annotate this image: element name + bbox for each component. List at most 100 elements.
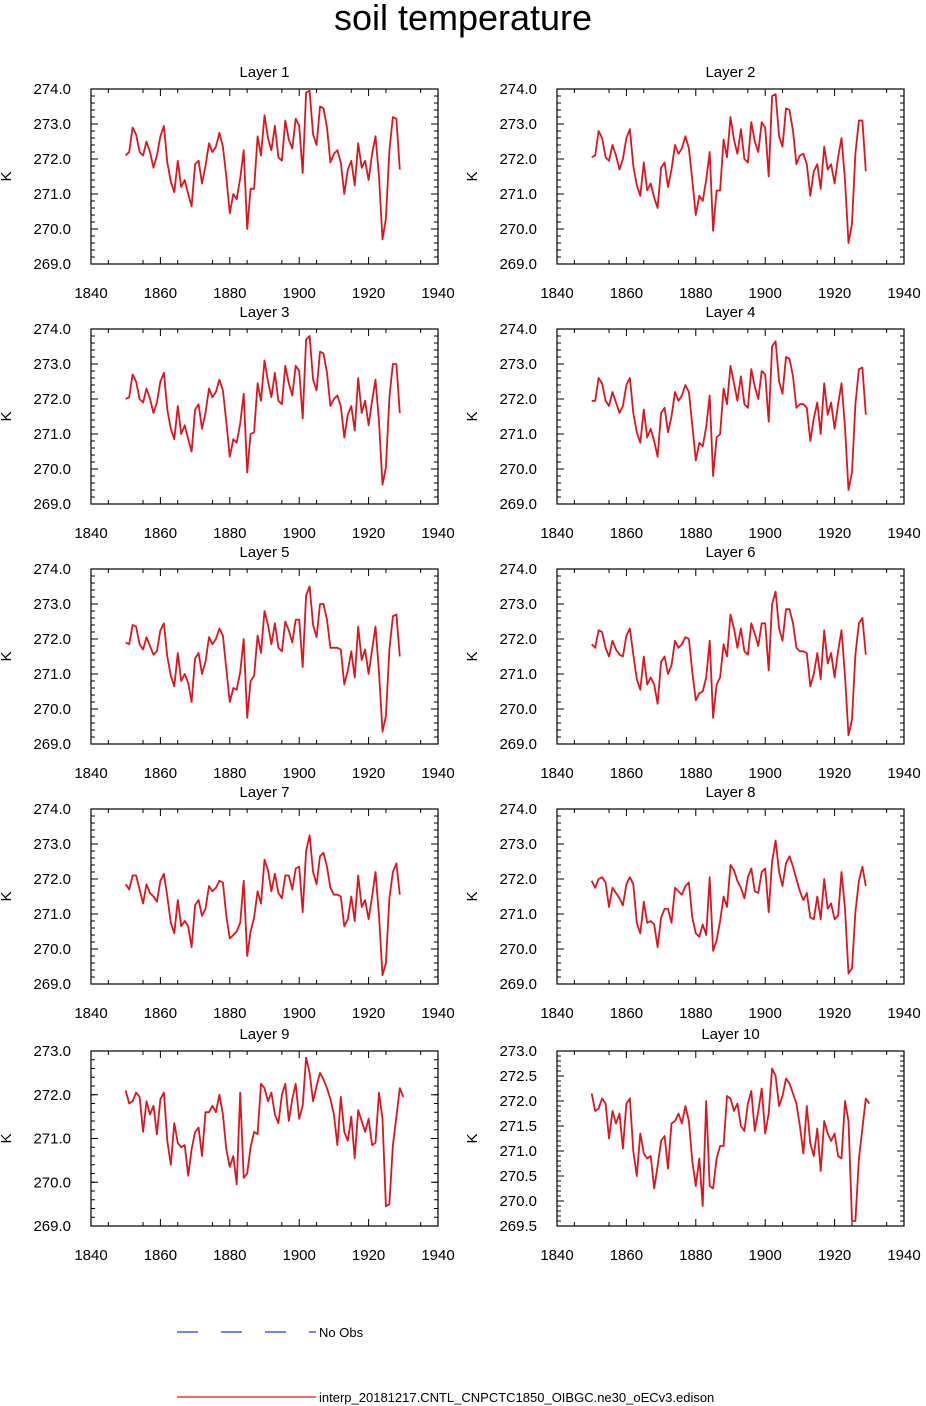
x-tick-label-layer-6: 1940	[887, 765, 920, 782]
y-tick-label-layer-9: 270.0	[33, 1174, 71, 1191]
panel-layer-3: Layer 3 K 1840 1860 1880 1900 1920 1940 269.0 270…	[0, 304, 455, 542]
x-tick-label-layer-10: 1920	[818, 1247, 851, 1264]
y-tick-label-layer-4: 269.0	[499, 496, 537, 513]
x-tick-label-layer-2: 1880	[679, 285, 712, 302]
x-tick-label-layer-6: 1840	[540, 765, 573, 782]
y-tick-label-layer-3: 271.0	[33, 426, 71, 443]
x-tick-label-layer-9: 1860	[144, 1247, 177, 1264]
x-tick-label-layer-6: 1920	[818, 765, 851, 782]
x-tick-label-layer-5: 1860	[144, 765, 177, 782]
panel-layer-8: Layer 8 K 1840 1860 1880 1900 1920 1940 269.0 270…	[464, 784, 921, 1022]
x-tick-label-layer-10: 1880	[679, 1247, 712, 1264]
x-tick-label-layer-1: 1940	[421, 285, 454, 302]
legend-entry-no-obs: No Obs	[177, 1325, 364, 1340]
y-tick-label-layer-9: 269.0	[33, 1218, 71, 1235]
y-tick-label-layer-10: 270.5	[499, 1168, 537, 1185]
x-tick-label-layer-2: 1860	[610, 285, 643, 302]
y-tick-label-layer-7: 273.0	[33, 836, 71, 853]
panel-layer-6: Layer 6 K 1840 1860 1880 1900 1920 1940 269.0 270…	[464, 544, 921, 782]
y-tick-label-layer-2: 270.0	[499, 221, 537, 238]
y-tick-label-layer-5: 273.0	[33, 596, 71, 613]
panel-layer-2: Layer 2 K 1840 1860 1880 1900 1920 1940 269.0 270…	[464, 64, 921, 302]
y-tick-label-layer-10: 272.5	[499, 1068, 537, 1085]
x-tick-label-layer-7: 1900	[283, 1005, 316, 1022]
y-tick-label-layer-1: 270.0	[33, 221, 71, 238]
x-tick-label-layer-8: 1920	[818, 1005, 851, 1022]
x-tick-label-layer-3: 1920	[352, 525, 385, 542]
x-tick-label-layer-2: 1840	[540, 285, 573, 302]
x-tick-label-layer-10: 1900	[749, 1247, 782, 1264]
x-tick-label-layer-3: 1900	[283, 525, 316, 542]
y-tick-label-layer-5: 271.0	[33, 666, 71, 683]
y-tick-label-layer-2: 272.0	[499, 151, 537, 168]
series-line-layer-5	[125, 585, 401, 733]
y-tick-label-layer-2: 269.0	[499, 256, 537, 273]
y-tick-label-layer-8: 271.0	[499, 906, 537, 923]
y-tick-label-layer-6: 270.0	[499, 701, 537, 718]
y-tick-label-layer-4: 270.0	[499, 461, 537, 478]
y-axis-label-layer-4: K	[464, 411, 481, 421]
series-line-layer-1	[125, 89, 401, 241]
x-tick-label-layer-7: 1860	[144, 1005, 177, 1022]
x-tick-label-layer-5: 1840	[74, 765, 107, 782]
x-tick-label-layer-9: 1900	[283, 1247, 316, 1264]
x-tick-label-layer-10: 1940	[887, 1247, 920, 1264]
legend-label-no-obs: No Obs	[319, 1325, 364, 1340]
y-tick-label-layer-5: 274.0	[33, 561, 71, 578]
x-tick-label-layer-2: 1940	[887, 285, 920, 302]
panel-title-layer-8: Layer 8	[705, 784, 755, 801]
x-tick-label-layer-3: 1880	[213, 525, 246, 542]
x-tick-label-layer-1: 1860	[144, 285, 177, 302]
y-axis-label-layer-8: K	[464, 891, 481, 901]
panels: Layer 1 K 1840 1860 1880 1900 1920 1940 269.0 270…	[0, 64, 921, 1264]
panel-title-layer-6: Layer 6	[705, 544, 755, 561]
y-tick-label-layer-1: 273.0	[33, 116, 71, 133]
y-tick-label-layer-10: 271.5	[499, 1118, 537, 1135]
panel-title-layer-10: Layer 10	[701, 1026, 759, 1043]
panel-layer-4: Layer 4 K 1840 1860 1880 1900 1920 1940 269.0 270…	[464, 304, 921, 542]
plot-frame-layer-8	[556, 808, 905, 985]
x-tick-label-layer-2: 1900	[749, 285, 782, 302]
panel-title-layer-7: Layer 7	[239, 784, 289, 801]
series-line-layer-8	[590, 839, 867, 975]
x-tick-label-layer-7: 1920	[352, 1005, 385, 1022]
x-tick-label-layer-6: 1860	[610, 765, 643, 782]
plot-frame-layer-7	[90, 808, 439, 985]
y-tick-label-layer-4: 274.0	[499, 321, 537, 338]
figure-title: soil temperature	[334, 0, 592, 38]
y-tick-label-layer-7: 272.0	[33, 871, 71, 888]
x-tick-label-layer-9: 1940	[421, 1247, 454, 1264]
plot-frame-layer-10	[556, 1050, 905, 1227]
y-tick-label-layer-6: 272.0	[499, 631, 537, 648]
y-tick-label-layer-3: 274.0	[33, 321, 71, 338]
legend-entry-model-run: interp_20181217.CNTL_CNPCTC1850_OIBGC.ne…	[177, 1390, 714, 1405]
x-tick-label-layer-4: 1840	[540, 525, 573, 542]
y-tick-label-layer-7: 274.0	[33, 801, 71, 818]
y-tick-label-layer-6: 274.0	[499, 561, 537, 578]
y-axis-label-layer-6: K	[464, 651, 481, 661]
y-axis-label-layer-5: K	[0, 651, 15, 661]
panel-title-layer-5: Layer 5	[239, 544, 289, 561]
y-tick-label-layer-6: 271.0	[499, 666, 537, 683]
x-tick-label-layer-2: 1920	[818, 285, 851, 302]
x-tick-label-layer-6: 1880	[679, 765, 712, 782]
series-line-layer-7	[124, 834, 401, 977]
series-line-layer-3	[125, 335, 401, 486]
y-tick-label-layer-4: 271.0	[499, 426, 537, 443]
y-tick-label-layer-8: 270.0	[499, 941, 537, 958]
x-tick-label-layer-5: 1940	[421, 765, 454, 782]
x-tick-label-layer-7: 1940	[421, 1005, 454, 1022]
plot-frame-layer-3	[90, 328, 439, 505]
x-tick-label-layer-8: 1860	[610, 1005, 643, 1022]
legend: No Obs interp_20181217.CNTL_CNPCTC1850_O…	[177, 1325, 714, 1405]
y-tick-label-layer-9: 272.0	[33, 1087, 71, 1104]
y-tick-label-layer-10: 271.0	[499, 1143, 537, 1160]
panel-title-layer-3: Layer 3	[239, 304, 289, 321]
panel-layer-1: Layer 1 K 1840 1860 1880 1900 1920 1940 269.0 270…	[0, 64, 455, 302]
y-tick-label-layer-5: 269.0	[33, 736, 71, 753]
y-axis-label-layer-10: K	[464, 1133, 481, 1143]
y-axis-label-layer-1: K	[0, 171, 15, 181]
y-tick-label-layer-1: 269.0	[33, 256, 71, 273]
x-tick-label-layer-5: 1880	[213, 765, 246, 782]
y-tick-label-layer-8: 273.0	[499, 836, 537, 853]
